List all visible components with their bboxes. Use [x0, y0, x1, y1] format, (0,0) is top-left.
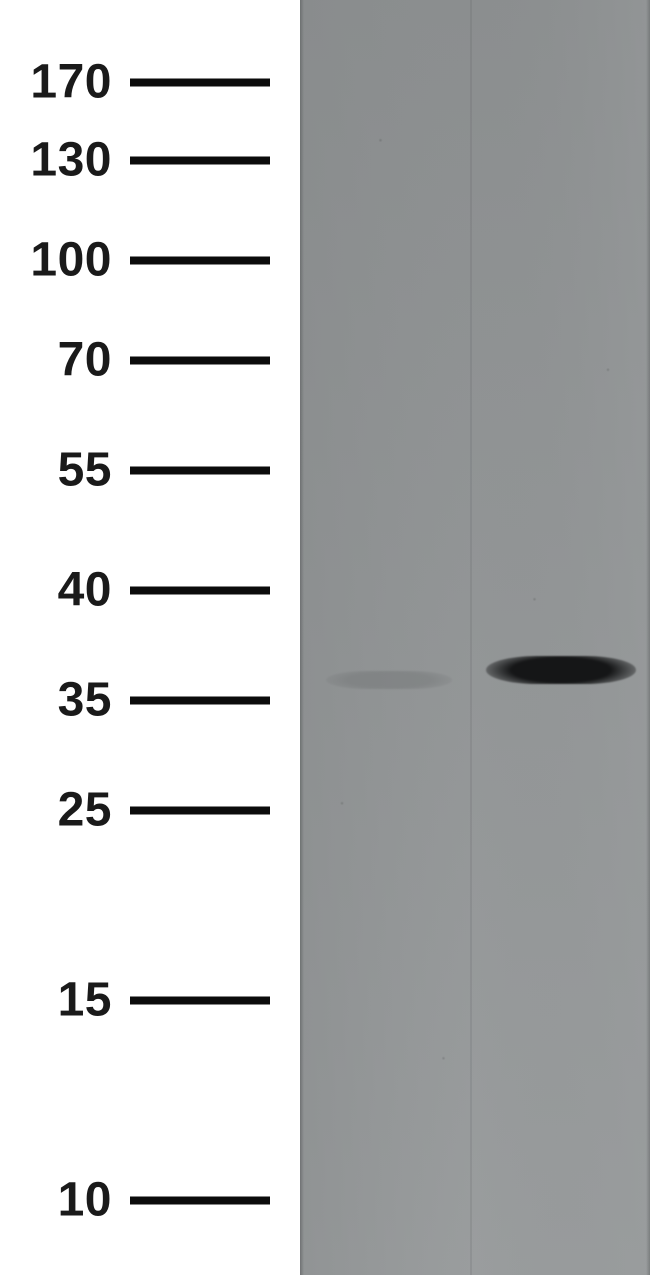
mw-marker-40: 40	[0, 563, 300, 618]
mw-tick	[130, 1196, 270, 1204]
mw-label: 170	[0, 55, 130, 110]
mw-label: 40	[0, 563, 130, 618]
mw-marker-100: 100	[0, 233, 300, 288]
mw-tick	[130, 466, 270, 474]
mw-tick	[130, 696, 270, 704]
molecular-weight-ladder: 170 130 100 70 55 40 35 25 15 10	[0, 0, 300, 1275]
mw-label: 35	[0, 673, 130, 728]
western-blot-figure: 170 130 100 70 55 40 35 25 15 10	[0, 0, 650, 1275]
mw-marker-15: 15	[0, 973, 300, 1028]
mw-tick	[130, 256, 270, 264]
mw-marker-25: 25	[0, 783, 300, 838]
mw-label: 100	[0, 233, 130, 288]
mw-marker-70: 70	[0, 333, 300, 388]
mw-label: 130	[0, 133, 130, 188]
blot-membrane	[300, 0, 650, 1275]
mw-label: 10	[0, 1173, 130, 1228]
mw-tick	[130, 78, 270, 86]
mw-marker-10: 10	[0, 1173, 300, 1228]
mw-marker-55: 55	[0, 443, 300, 498]
mw-tick	[130, 356, 270, 364]
mw-label: 70	[0, 333, 130, 388]
mw-tick	[130, 156, 270, 164]
mw-label: 55	[0, 443, 130, 498]
blot-background	[300, 0, 650, 1275]
blot-edge-right	[646, 0, 650, 1275]
mw-marker-35: 35	[0, 673, 300, 728]
blot-edge-left	[300, 0, 304, 1275]
mw-label: 15	[0, 973, 130, 1028]
mw-tick	[130, 996, 270, 1004]
lane-divider	[470, 0, 472, 1275]
mw-marker-130: 130	[0, 133, 300, 188]
mw-tick	[130, 586, 270, 594]
lane-1-control-band-0	[326, 671, 452, 689]
mw-tick	[130, 806, 270, 814]
mw-marker-170: 170	[0, 55, 300, 110]
lane-2-sample-band-0	[486, 656, 636, 684]
mw-label: 25	[0, 783, 130, 838]
